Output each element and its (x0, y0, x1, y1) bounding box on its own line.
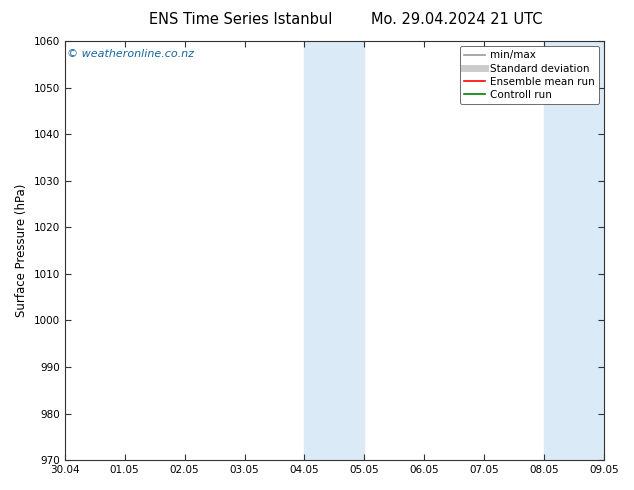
Text: © weatheronline.co.nz: © weatheronline.co.nz (67, 49, 195, 59)
Bar (574, 41, 604, 460)
Legend: min/max, Standard deviation, Ensemble mean run, Controll run: min/max, Standard deviation, Ensemble me… (460, 46, 599, 104)
Bar (304, 41, 334, 460)
Text: ENS Time Series Istanbul: ENS Time Series Istanbul (149, 12, 333, 27)
Text: Mo. 29.04.2024 21 UTC: Mo. 29.04.2024 21 UTC (371, 12, 542, 27)
Y-axis label: Surface Pressure (hPa): Surface Pressure (hPa) (15, 184, 28, 318)
Bar (334, 41, 365, 460)
Bar (544, 41, 574, 460)
